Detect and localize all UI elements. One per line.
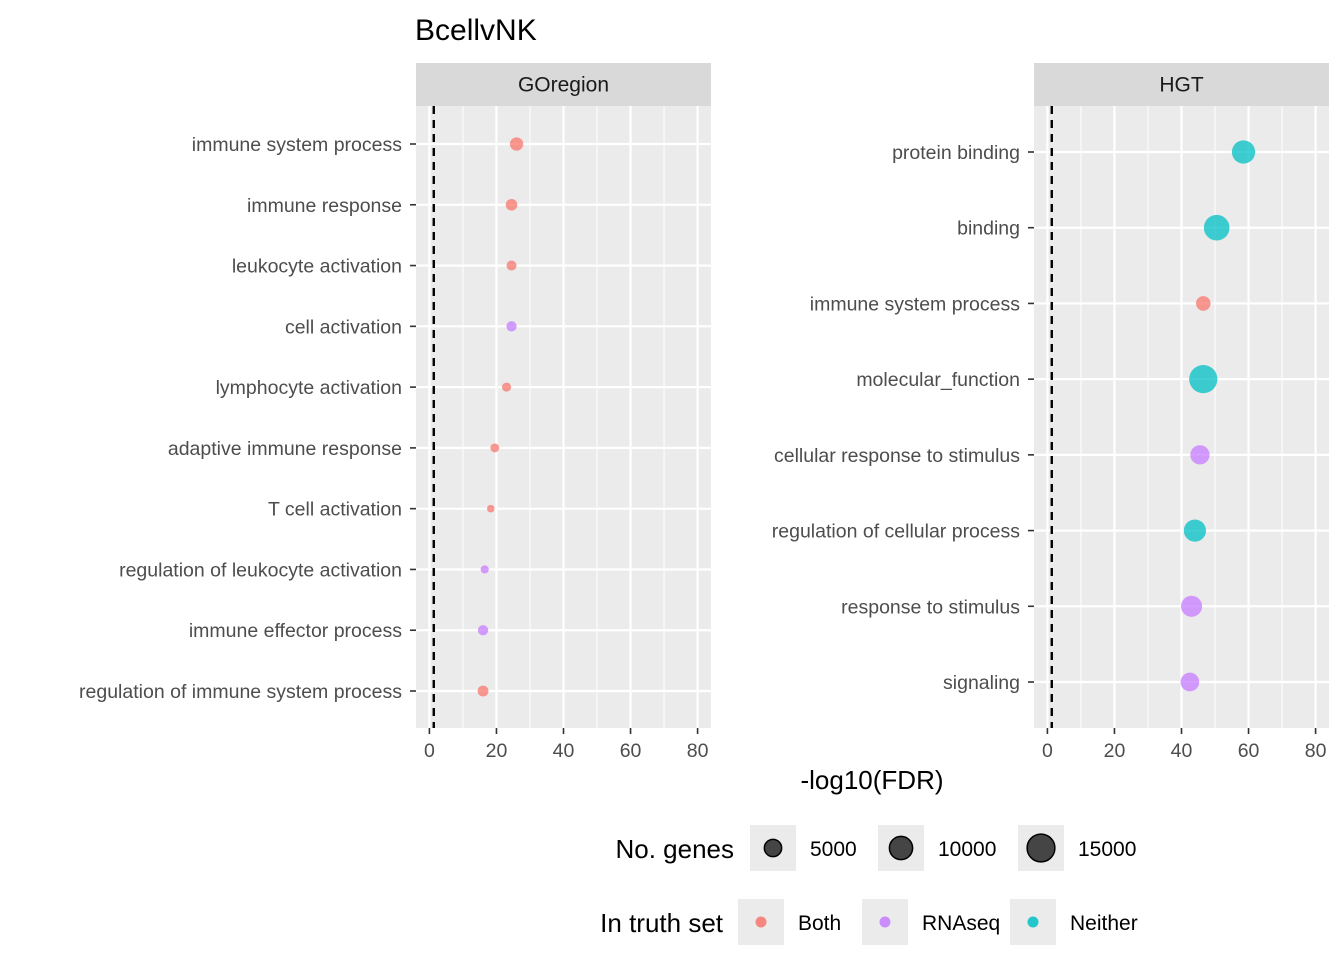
panels: GOregion 0 20 40 60 80 immune system process im… [79, 63, 1329, 762]
facet-strip-label: GOregion [518, 74, 609, 97]
x-tick-label: 80 [687, 740, 709, 762]
category-label: protein binding [892, 142, 1020, 164]
color-legend-symbol [1027, 916, 1039, 928]
data-point [1189, 365, 1218, 394]
data-point [1181, 595, 1203, 617]
facet-strip-label: HGT [1159, 74, 1204, 97]
color-legend-label: RNAseq [922, 912, 1000, 935]
data-point [509, 137, 524, 151]
category-label: lymphocyte activation [216, 377, 402, 399]
category-label: immune system process [810, 293, 1020, 315]
size-legend-symbol [763, 838, 783, 858]
data-point [477, 685, 489, 697]
size-legend-label: 10000 [938, 838, 996, 861]
category-label: adaptive immune response [168, 438, 402, 460]
data-point [505, 198, 518, 211]
category-label: cell activation [285, 316, 402, 338]
size-legend-symbol [1026, 833, 1056, 863]
x-tick-label: 20 [486, 740, 508, 762]
color-legend-symbol [879, 916, 891, 928]
x-tick-label: 40 [553, 740, 575, 762]
x-tick-label: 0 [1042, 740, 1053, 762]
category-label: leukocyte activation [232, 256, 402, 278]
data-point [1183, 519, 1207, 542]
x-axis-title: -log10(FDR) [800, 765, 943, 795]
data-point [1190, 445, 1210, 465]
size-legend-title: No. genes [615, 834, 734, 864]
x-tick-label: 60 [1238, 740, 1260, 762]
color-legend-title: In truth set [600, 908, 724, 938]
category-label: regulation of immune system process [79, 681, 402, 703]
data-point [1195, 296, 1211, 311]
category-label: immune response [247, 195, 402, 217]
data-point [477, 625, 489, 636]
category-label: binding [957, 218, 1020, 240]
data-point [501, 382, 512, 392]
x-tick-label: 20 [1104, 740, 1126, 762]
data-point [480, 565, 489, 574]
panel-hgt: HGT 0 20 40 60 80 protein binding binding immune… [772, 63, 1329, 762]
panel-goregion: GOregion 0 20 40 60 80 immune system process im… [79, 63, 711, 762]
chart-title: BcellvNK [415, 14, 537, 47]
x-tick-label: 80 [1305, 740, 1327, 762]
x-tick-label: 0 [424, 740, 435, 762]
data-point [506, 260, 517, 271]
x-tick-label: 60 [620, 740, 642, 762]
data-point [1180, 672, 1200, 692]
category-label: response to stimulus [841, 596, 1020, 618]
color-legend-label: Neither [1070, 912, 1138, 935]
category-label: molecular_function [856, 369, 1020, 391]
size-legend-symbol [888, 835, 914, 861]
size-legend-label: 15000 [1078, 838, 1136, 861]
facet-strip [1034, 63, 1329, 106]
size-legend-label: 5000 [810, 838, 857, 861]
x-tick-label: 40 [1171, 740, 1193, 762]
data-point [490, 443, 500, 453]
category-label: cellular response to stimulus [774, 445, 1020, 467]
data-point [506, 321, 517, 332]
category-label: signaling [943, 672, 1020, 694]
legend: No. genes 5000 10000 15000 In truth set Both R… [600, 825, 1138, 945]
color-legend-symbol [755, 916, 767, 928]
data-point [486, 504, 495, 513]
facet-strip [416, 63, 711, 106]
color-legend-label: Both [798, 912, 841, 935]
category-label: T cell activation [268, 499, 402, 521]
data-point [1231, 140, 1256, 164]
category-label: regulation of cellular process [772, 521, 1020, 543]
category-label: immune system process [192, 134, 402, 156]
category-label: immune effector process [189, 620, 402, 642]
data-point [1203, 214, 1230, 241]
category-label: regulation of leukocyte activation [119, 559, 402, 581]
